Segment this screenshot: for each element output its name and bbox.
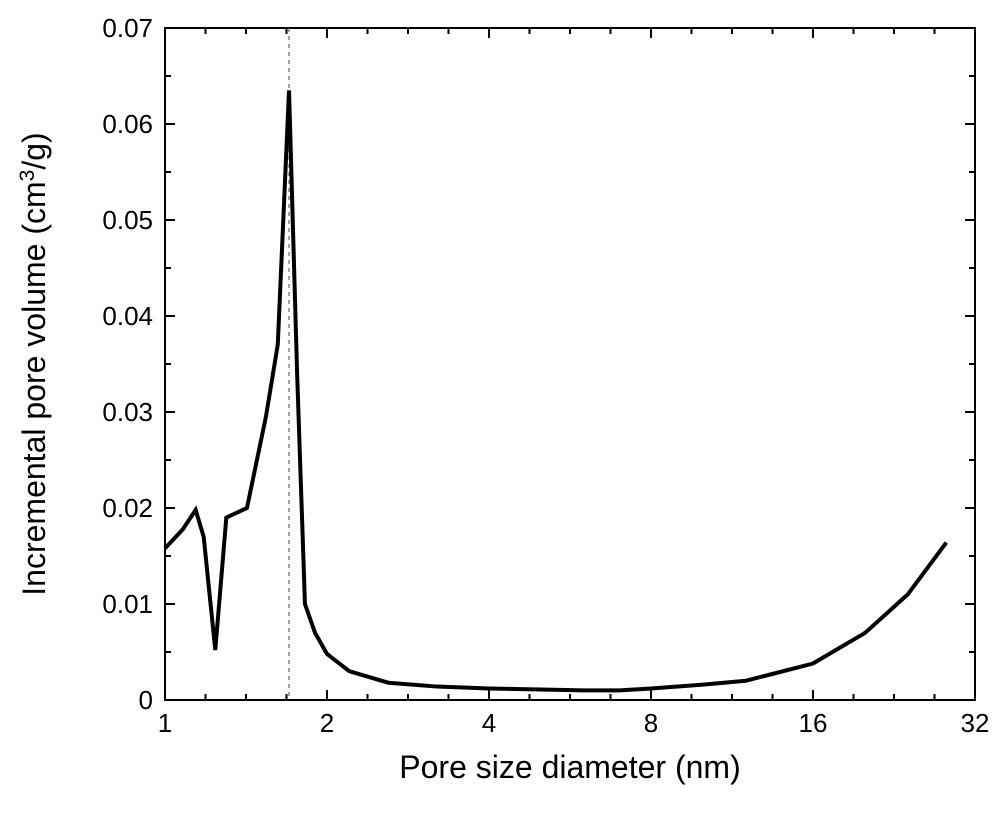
y-tick-label: 0.06 [102,109,153,139]
x-tick-label: 2 [320,708,334,738]
x-tick-label: 32 [961,708,990,738]
y-tick-label: 0.05 [102,205,153,235]
y-axis-ticks: 0 0.01 0.02 0.03 0.04 0.05 0.06 0.07 [102,13,975,715]
pore-size-chart: 1 2 4 8 16 32 0 0.01 0.02 0.03 0.04 0.05 0.06 0.07 P… [0,0,1000,822]
y-tick-label: 0.01 [102,589,153,619]
y-axis-label: Incremental pore volume (cm3/g) [16,132,53,595]
x-axis-label: Pore size diameter (nm) [399,749,740,785]
y-tick-label: 0.02 [102,493,153,523]
x-tick-label: 4 [482,708,496,738]
chart-svg: 1 2 4 8 16 32 0 0.01 0.02 0.03 0.04 0.05 0.06 0.07 P… [0,0,1000,822]
y-tick-label: 0 [139,685,153,715]
data-series-line [165,90,946,690]
x-tick-label: 8 [644,708,658,738]
y-tick-label: 0.03 [102,397,153,427]
x-tick-label: 16 [799,708,828,738]
y-tick-label: 0.07 [102,13,153,43]
x-tick-label: 1 [158,708,172,738]
y-tick-label: 0.04 [102,301,153,331]
